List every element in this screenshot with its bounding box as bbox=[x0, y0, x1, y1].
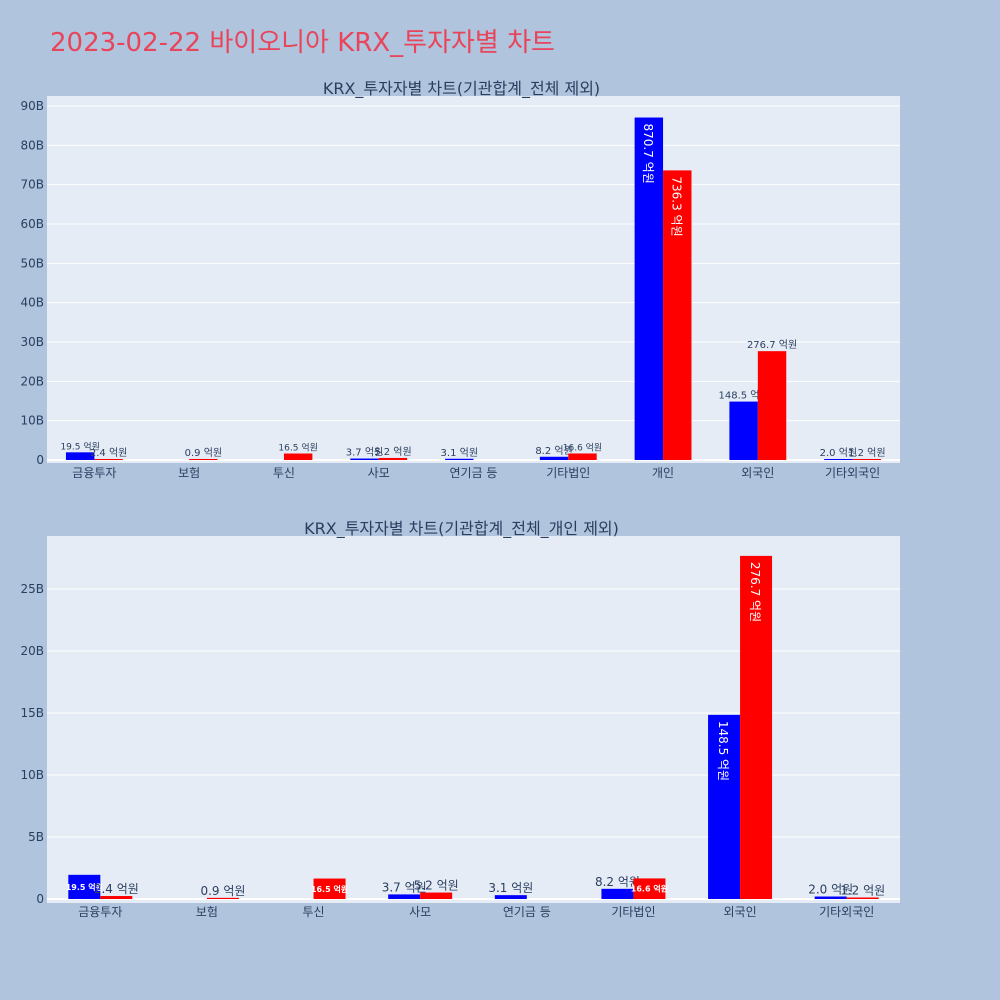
x-tick-label: 외국인 bbox=[724, 905, 757, 919]
bar-sell bbox=[100, 896, 133, 899]
x-tick-label: 사모 bbox=[409, 905, 431, 919]
y-tick-label: 40B bbox=[20, 296, 44, 310]
bar-value-label: 8.2 억원 bbox=[535, 445, 572, 457]
bar-sell bbox=[378, 457, 408, 460]
x-tick-label: 금융투자 bbox=[72, 466, 116, 480]
y-tick-label: 70B bbox=[20, 178, 44, 192]
x-tick-label: 금융투자 bbox=[78, 905, 122, 919]
bar-sell bbox=[283, 453, 313, 460]
bar-value-label: 2.0 억원 bbox=[820, 447, 857, 459]
bar-sell bbox=[94, 459, 123, 460]
y-tick-label: 30B bbox=[20, 335, 44, 349]
bar-sell bbox=[189, 459, 218, 460]
bar-value-label: 870.7 억원 bbox=[641, 124, 655, 184]
y-tick-label: 60B bbox=[20, 217, 44, 231]
x-tick-label: 연기금 등 bbox=[450, 466, 498, 480]
bar-sell bbox=[663, 170, 692, 460]
bar-value-label: 5.2 억원 bbox=[414, 879, 459, 893]
bar-buy bbox=[68, 874, 101, 899]
bar-buy bbox=[601, 888, 634, 899]
bar-sell bbox=[633, 878, 666, 899]
x-tick-label: 외국인 bbox=[741, 466, 774, 480]
y-tick-label: 25B bbox=[20, 582, 44, 596]
y-tick-label: 0 bbox=[36, 892, 44, 906]
x-tick-label: 보험 bbox=[178, 466, 200, 480]
y-tick-label: 0 bbox=[36, 453, 44, 467]
bar-value-label: 19.5 억원 bbox=[60, 440, 99, 452]
bar-value-label: 3.1 억원 bbox=[488, 881, 533, 895]
x-tick-label: 투신 bbox=[273, 466, 295, 480]
page-title: 2023-02-22 바이오니아 KRX_투자자별 차트 bbox=[50, 28, 555, 58]
y-tick-label: 90B bbox=[20, 99, 44, 113]
bar-sell bbox=[852, 459, 882, 460]
bar-value-label: 276.7 억원 bbox=[748, 562, 762, 622]
y-tick-label: 10B bbox=[20, 768, 44, 782]
chart-2: 0 5B 10B 15B 20B 25B KRX_투자자별 차트(기관합계_전체_개인 제외… bbox=[20, 519, 900, 919]
bar-buy bbox=[445, 458, 474, 460]
bar-value-label: 2.4 억원 bbox=[94, 882, 139, 896]
x-tick-label: 연기금 등 bbox=[503, 905, 551, 919]
bar-value-label: 16.5 억원 bbox=[278, 442, 317, 454]
x-tick-label: 보험 bbox=[196, 905, 218, 919]
bar-buy bbox=[539, 456, 569, 460]
bar-buy bbox=[729, 401, 758, 460]
y-tick-label: 80B bbox=[20, 138, 44, 152]
bar-buy bbox=[708, 714, 741, 899]
bar-value-label: 16.6 억원 bbox=[563, 441, 602, 453]
bar-value-label: 276.7 억원 bbox=[747, 339, 797, 351]
bar-buy bbox=[634, 117, 664, 461]
y-tick-label: 20B bbox=[20, 374, 44, 388]
bar-value-label: 3.7 억원 bbox=[346, 447, 383, 459]
bar-value-label: 3.7 억원 bbox=[382, 880, 427, 894]
bar-value-label: 5.2 억원 bbox=[374, 446, 411, 458]
bar-value-label: 19.5 억원 bbox=[66, 882, 103, 892]
chart-title: KRX_투자자별 차트(기관합계_전체_개인 제외) bbox=[304, 519, 619, 539]
x-tick-label: 사모 bbox=[368, 466, 390, 480]
bar-value-label: 2.4 억원 bbox=[90, 447, 127, 459]
bar-value-label: 1.2 억원 bbox=[848, 447, 885, 459]
bar-value-label: 2.0 억원 bbox=[808, 883, 853, 897]
y-tick-label: 5B bbox=[28, 830, 44, 844]
y-tick-label: 15B bbox=[20, 706, 44, 720]
y-tick-label: 10B bbox=[20, 414, 44, 428]
bar-sell bbox=[420, 892, 453, 899]
bar-value-label: 0.9 억원 bbox=[200, 884, 245, 898]
bar-buy bbox=[494, 895, 527, 899]
bar-buy bbox=[814, 896, 847, 899]
bar-sell bbox=[568, 453, 597, 460]
chart-title: KRX_투자자별 차트(기관합계_전체 제외) bbox=[323, 79, 600, 99]
bar-value-label: 16.6 억원 bbox=[631, 884, 668, 894]
bar-value-label: 16.5 억원 bbox=[311, 884, 348, 894]
y-tick-label: 50B bbox=[20, 256, 44, 270]
bar-value-label: 736.3 억원 bbox=[669, 176, 683, 236]
x-tick-label: 기타법인 bbox=[546, 466, 590, 480]
bar-sell bbox=[740, 555, 773, 899]
bar-sell bbox=[206, 897, 239, 899]
bar-sell bbox=[757, 351, 787, 460]
bar-value-label: 148.5 억원 bbox=[719, 390, 769, 402]
x-tick-label: 개인 bbox=[652, 466, 674, 480]
x-tick-label: 기타외국인 bbox=[819, 905, 874, 919]
bar-value-label: 8.2 억원 bbox=[595, 875, 640, 889]
x-tick-label: 기타외국인 bbox=[825, 466, 880, 480]
bar-value-label: 148.5 억원 bbox=[716, 721, 730, 781]
bar-sell bbox=[313, 878, 346, 899]
bar-buy bbox=[388, 894, 421, 899]
bar-buy bbox=[350, 458, 379, 460]
x-tick-label: 기타법인 bbox=[611, 905, 655, 919]
bar-value-label: 3.1 억원 bbox=[441, 447, 478, 459]
x-tick-label: 투신 bbox=[303, 905, 325, 919]
bar-buy bbox=[824, 459, 853, 460]
bar-value-label: 1.2 억원 bbox=[840, 884, 885, 898]
chart-1: 0 10B 20B 30B 40B 50B 60B 70B 80B 90B KRX_투자자별 차트(… bbox=[20, 79, 900, 480]
y-tick-label: 20B bbox=[20, 644, 44, 658]
bar-sell bbox=[846, 897, 879, 899]
bar-value-label: 0.9 억원 bbox=[185, 447, 222, 459]
bar-buy bbox=[65, 452, 95, 460]
